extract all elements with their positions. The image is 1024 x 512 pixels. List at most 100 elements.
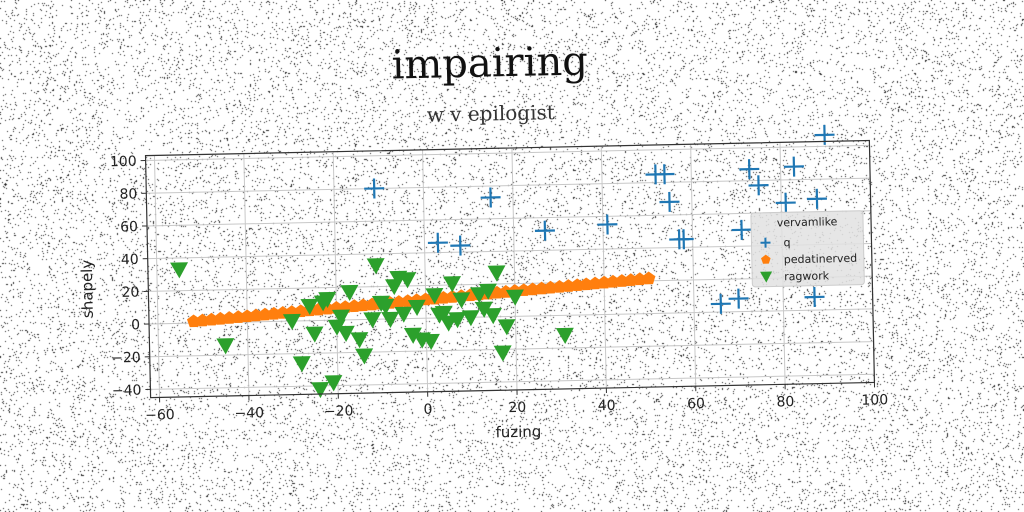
point-q <box>804 286 825 308</box>
point-q <box>775 192 796 213</box>
point-pedatinerved <box>294 304 308 318</box>
point-ragwork <box>363 312 382 329</box>
x-tick-label: 60 <box>687 396 705 412</box>
x-axis-label: fuzing <box>495 422 541 441</box>
point-ragwork <box>493 345 512 362</box>
point-ragwork <box>425 287 444 305</box>
point-pedatinerved <box>606 274 620 288</box>
point-ragwork <box>355 348 374 365</box>
x-tick-label: 20 <box>508 400 526 416</box>
point-pedatinerved <box>240 309 254 323</box>
point-ragwork <box>318 291 337 309</box>
point-ragwork <box>497 319 516 336</box>
legend: vervamlike q pedatinerved ragwork <box>750 210 865 288</box>
point-pedatinerved <box>633 272 647 286</box>
point-pedatinerved <box>222 311 236 324</box>
point-ragwork <box>170 262 189 279</box>
point-pedatinerved <box>258 307 272 321</box>
point-ragwork <box>398 272 417 289</box>
point-q <box>806 188 827 209</box>
point-pedatinerved <box>356 298 370 312</box>
x-tick-label: 40 <box>598 398 616 414</box>
point-ragwork <box>448 312 467 329</box>
point-ragwork <box>394 306 413 323</box>
point-ragwork <box>555 327 574 344</box>
legend-marker-ragwork <box>760 271 773 283</box>
chart-title: impairing <box>391 38 588 88</box>
point-ragwork <box>324 375 343 392</box>
point-ragwork <box>483 308 502 325</box>
point-ragwork <box>331 309 350 326</box>
y-tick-label: 80 <box>119 186 137 202</box>
point-ragwork <box>452 292 471 309</box>
point-q <box>748 175 769 196</box>
legend-entry-q: q <box>783 236 790 249</box>
point-ragwork <box>305 326 324 343</box>
x-tick-label: 0 <box>423 402 432 418</box>
point-q <box>673 229 694 250</box>
point-ragwork <box>376 298 395 315</box>
point-ragwork <box>505 289 524 306</box>
point-pedatinerved <box>588 276 602 290</box>
point-q <box>710 293 731 314</box>
x-tick-label: −60 <box>145 407 175 424</box>
point-pedatinerved <box>436 290 451 304</box>
point-q <box>731 219 752 240</box>
point-ragwork <box>478 283 497 300</box>
chart-subtitle: w v epilogist <box>426 100 555 127</box>
point-ragwork <box>434 305 453 322</box>
y-tick-label: 0 <box>131 317 140 333</box>
legend-title: vervamlike <box>777 215 838 229</box>
point-pedatinerved <box>624 273 638 286</box>
point-pedatinerved <box>579 277 593 291</box>
y-tick-label: 40 <box>121 252 139 268</box>
point-pedatinerved <box>392 295 406 308</box>
point-ragwork <box>366 258 385 275</box>
point-ragwork <box>350 332 369 349</box>
point-pedatinerved <box>204 312 219 326</box>
point-q <box>654 164 675 185</box>
point-ragwork <box>474 301 493 318</box>
point-q <box>783 156 804 177</box>
point-pedatinerved <box>543 280 558 294</box>
y-tick-label: 100 <box>110 154 137 171</box>
point-pedatinerved <box>347 299 361 313</box>
point-ragwork <box>311 381 330 399</box>
point-pedatinerved <box>534 281 549 295</box>
point-q <box>597 214 618 235</box>
point-pedatinerved <box>570 278 584 292</box>
point-pedatinerved <box>561 279 576 292</box>
legend-marker-pedatinerved <box>761 254 771 264</box>
point-pedatinerved <box>615 274 629 287</box>
point-q <box>659 191 680 212</box>
point-pedatinerved <box>249 308 263 322</box>
point-ragwork <box>340 284 359 302</box>
point-q <box>728 288 749 309</box>
point-ragwork <box>216 338 235 355</box>
point-ragwork <box>300 298 319 315</box>
y-axis-label: shapely <box>78 259 97 318</box>
point-q <box>427 232 448 253</box>
y-tick-label: −20 <box>111 350 141 367</box>
x-tick-label: 80 <box>776 394 794 410</box>
point-q <box>480 187 501 208</box>
point-ragwork <box>421 333 440 351</box>
point-ragwork <box>381 311 400 328</box>
y-tick-label: 20 <box>121 285 139 301</box>
legend-entry-pedatinerved: pedatinerved <box>784 252 858 267</box>
point-q <box>364 178 385 199</box>
x-tick-label: −40 <box>234 405 264 422</box>
point-q <box>450 235 471 256</box>
point-ragwork <box>407 299 426 316</box>
point-pedatinerved <box>267 306 281 320</box>
y-tick-label: −40 <box>112 383 142 400</box>
x-tick-label: 100 <box>861 392 888 409</box>
point-pedatinerved <box>195 313 210 327</box>
point-q <box>534 220 555 241</box>
y-tick-label: 60 <box>120 219 138 235</box>
point-pedatinerved <box>526 282 540 296</box>
point-pedatinerved <box>552 280 567 293</box>
point-ragwork <box>292 356 311 373</box>
